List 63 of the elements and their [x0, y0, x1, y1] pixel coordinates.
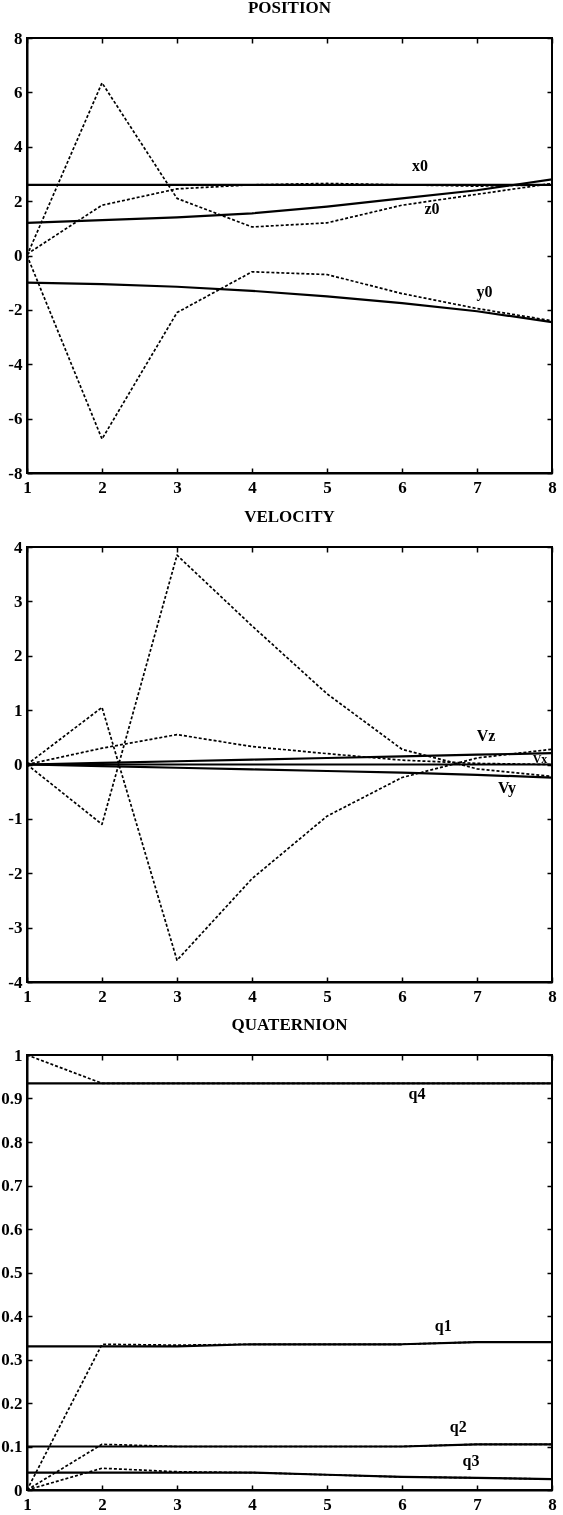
- x-tick-label: 5: [323, 1494, 332, 1514]
- y-tick-label: 0.9: [1, 1089, 23, 1108]
- legend-label: Vx: [532, 751, 548, 766]
- x-tick-label: 7: [473, 1494, 483, 1514]
- y-tick-label: 0: [14, 246, 23, 265]
- series-label: Vz: [476, 726, 496, 744]
- series-label: x0: [412, 156, 428, 174]
- y-tick-label: -4: [8, 354, 23, 374]
- y-tick-label: -4: [8, 972, 23, 991]
- chart-title: VELOCITY: [244, 506, 335, 526]
- y-tick-label: 0.4: [1, 1306, 23, 1326]
- y-tick-label: 0.5: [1, 1263, 23, 1282]
- y-tick-label: -6: [8, 409, 23, 429]
- series-label: q3: [462, 1451, 480, 1470]
- y-tick-label: -3: [8, 917, 23, 937]
- x-tick-label: 4: [248, 986, 258, 1005]
- x-tick-label: 8: [548, 477, 557, 497]
- x-tick-label: 5: [323, 986, 332, 1005]
- x-tick-label: 2: [98, 477, 107, 497]
- y-tick-label: 0.8: [1, 1132, 23, 1152]
- y-tick-label: -1: [8, 808, 23, 828]
- chart-title: QUATERNION: [231, 1015, 349, 1034]
- x-tick-label: 7: [473, 986, 483, 1005]
- y-tick-label: 6: [14, 82, 23, 102]
- x-tick-label: 4: [248, 477, 258, 497]
- x-tick-label: 8: [548, 1494, 557, 1514]
- y-tick-label: -2: [8, 300, 23, 320]
- x-tick-label: 3: [173, 477, 182, 497]
- y-tick-label: 3: [14, 591, 23, 611]
- x-tick-label: 6: [398, 1494, 407, 1514]
- y-tick-label: 0.7: [1, 1176, 23, 1195]
- y-tick-label: 0.2: [1, 1393, 23, 1413]
- series-label: q1: [434, 1317, 452, 1336]
- x-tick-label: 6: [398, 477, 407, 497]
- series-label: z0: [424, 200, 440, 218]
- series-label: q2: [449, 1417, 467, 1436]
- x-tick-label: 2: [98, 986, 107, 1005]
- y-tick-label: -2: [8, 863, 23, 883]
- y-tick-label: 0: [14, 754, 23, 774]
- y-tick-label: 4: [14, 137, 23, 157]
- y-tick-label: 0.3: [1, 1350, 23, 1369]
- y-tick-label: 0.1: [1, 1437, 23, 1456]
- x-tick-label: 2: [98, 1494, 107, 1514]
- y-tick-label: 2: [14, 191, 23, 211]
- x-tick-label: 4: [248, 1494, 258, 1514]
- x-tick-label: 3: [173, 986, 182, 1005]
- x-tick-label: 8: [548, 986, 557, 1005]
- y-tick-label: 1: [14, 700, 23, 720]
- series-label: Vy: [497, 778, 517, 797]
- y-tick-label: 4: [14, 537, 23, 556]
- y-tick-label: 0: [14, 1480, 23, 1500]
- y-tick-label: 0.6: [1, 1219, 23, 1239]
- y-tick-label: 2: [14, 645, 23, 665]
- series-label: y0: [476, 283, 493, 302]
- x-tick-label: 6: [398, 986, 407, 1005]
- x-tick-label: 5: [323, 477, 332, 497]
- x-tick-label: 3: [173, 1494, 182, 1514]
- x-tick-label: 7: [473, 477, 483, 497]
- y-tick-label: 8: [14, 28, 23, 48]
- y-tick-label: 1: [14, 1045, 23, 1065]
- chart-title: POSITION: [247, 0, 332, 17]
- y-tick-label: -8: [8, 463, 23, 483]
- series-label: q4: [408, 1085, 426, 1104]
